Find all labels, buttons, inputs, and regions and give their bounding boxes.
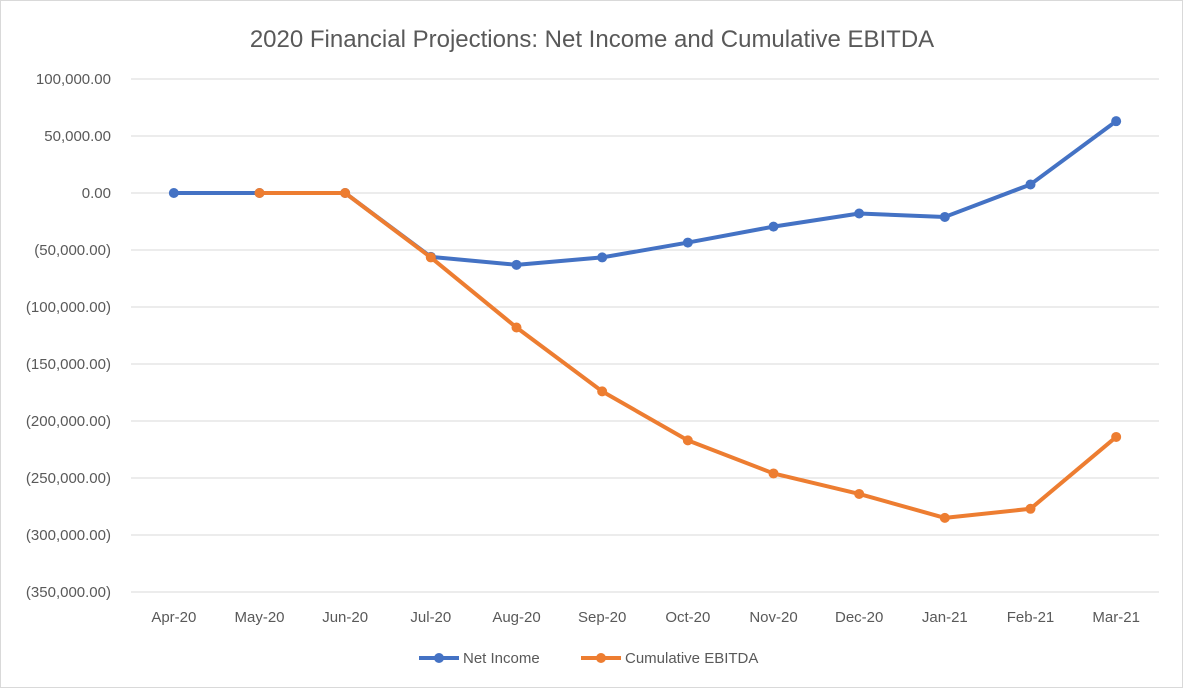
- x-tick-label: Mar-21: [1092, 609, 1140, 626]
- data-point: [939, 512, 950, 523]
- legend-item: Net Income: [419, 650, 540, 667]
- data-point: [254, 188, 265, 198]
- y-tick-label: 0.00: [82, 185, 111, 202]
- data-point: [854, 488, 865, 499]
- x-tick-label: Apr-20: [151, 609, 196, 626]
- data-point: [168, 188, 179, 198]
- x-axis-tick-labels: Apr-20 May-20 Jun-20 Jul-20 Aug-20 Sep-20 Oct-…: [151, 609, 1140, 626]
- data-point: [511, 322, 522, 333]
- data-point: [1111, 431, 1122, 442]
- x-tick-label: May-20: [234, 609, 284, 626]
- y-tick-label: (50,000.00): [34, 242, 111, 259]
- legend-label: Net Income: [463, 650, 540, 667]
- data-point: [682, 435, 693, 446]
- y-tick-label: 50,000.00: [44, 128, 111, 145]
- series-lines: [168, 116, 1122, 523]
- data-point: [1025, 503, 1036, 514]
- y-tick-label: 100,000.00: [36, 71, 111, 88]
- data-point: [854, 208, 865, 219]
- legend: Net Income Cumulative EBITDA: [419, 650, 758, 667]
- y-tick-label: (150,000.00): [26, 356, 111, 373]
- x-tick-label: Dec-20: [835, 609, 883, 626]
- legend-marker-swatch: [434, 653, 444, 663]
- data-point: [939, 211, 950, 222]
- data-point: [1111, 116, 1122, 127]
- x-tick-label: Jul-20: [410, 609, 451, 626]
- legend-marker-swatch: [596, 653, 606, 663]
- x-tick-label: Sep-20: [578, 609, 626, 626]
- data-point: [597, 252, 608, 263]
- data-point: [340, 188, 351, 198]
- legend-item: Cumulative EBITDA: [581, 650, 758, 667]
- data-point: [511, 259, 522, 270]
- y-tick-label: (250,000.00): [26, 470, 111, 487]
- y-tick-label: (300,000.00): [26, 527, 111, 544]
- y-tick-label: (350,000.00): [26, 584, 111, 601]
- data-point: [768, 468, 779, 479]
- y-tick-label: (100,000.00): [26, 299, 111, 316]
- gridlines: [131, 78, 1159, 593]
- data-point: [1025, 179, 1036, 190]
- y-axis-tick-labels: 100,000.00 50,000.00 0.00 (50,000.00) (100,0…: [26, 71, 111, 601]
- data-point: [425, 252, 436, 263]
- x-tick-label: Aug-20: [492, 609, 540, 626]
- legend-label: Cumulative EBITDA: [625, 650, 758, 667]
- data-point: [682, 237, 693, 248]
- series-group: [254, 188, 1122, 523]
- x-tick-label: Oct-20: [665, 609, 710, 626]
- x-tick-label: Nov-20: [749, 609, 797, 626]
- x-tick-label: Feb-21: [1007, 609, 1055, 626]
- data-point: [597, 386, 608, 397]
- data-point: [768, 221, 779, 232]
- y-tick-label: (200,000.00): [26, 413, 111, 430]
- chart-title: 2020 Financial Projections: Net Income a…: [250, 26, 934, 53]
- x-tick-label: Jan-21: [922, 609, 968, 626]
- x-tick-label: Jun-20: [322, 609, 368, 626]
